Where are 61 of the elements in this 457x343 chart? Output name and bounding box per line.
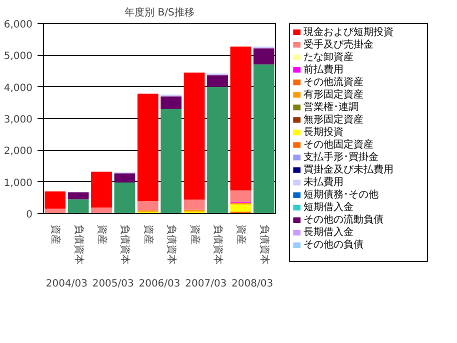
bar bbox=[114, 173, 136, 182]
y-tick-label: 4,000 bbox=[4, 82, 33, 94]
bar bbox=[160, 96, 182, 109]
legend-label: 買掛金及び未払費用 bbox=[303, 164, 394, 176]
x-tick-label: 負債資本 bbox=[212, 224, 224, 264]
y-tick-label: 5,000 bbox=[4, 51, 33, 62]
legend-label: 営業権･連調 bbox=[303, 100, 358, 113]
text: 2006/03 bbox=[138, 278, 180, 290]
x-tick-label: 資産 bbox=[50, 224, 62, 244]
x-tick-label: 負債資本 bbox=[72, 224, 85, 264]
legend-label: 無形固定資産 bbox=[303, 113, 364, 126]
x-tick-label: 資産 bbox=[188, 224, 201, 244]
legend-label: 現金および短期投資 bbox=[303, 26, 394, 38]
bar bbox=[68, 192, 89, 200]
x-tick-label: 負債資本 bbox=[119, 224, 132, 264]
legend-label: その他の流動負債 bbox=[303, 214, 384, 226]
bar bbox=[91, 207, 112, 214]
text: 2004/03 bbox=[46, 278, 88, 290]
legend-label: たな卸資産 bbox=[303, 50, 354, 63]
bar bbox=[207, 86, 228, 214]
bar bbox=[230, 46, 252, 190]
legend-label: 有形固定資産 bbox=[303, 88, 364, 100]
bar bbox=[114, 182, 136, 214]
bar bbox=[91, 172, 112, 208]
legend-label: 未払費用 bbox=[303, 176, 344, 188]
bar bbox=[160, 109, 182, 214]
legend-label: 短期債務･その他 bbox=[303, 188, 378, 201]
bar bbox=[184, 200, 205, 210]
x-tick-label: 資産 bbox=[235, 224, 248, 244]
bar bbox=[253, 64, 274, 214]
legend-label: その他の負債 bbox=[303, 238, 364, 251]
legend-label: 長期投資 bbox=[303, 126, 344, 138]
y-tick-label: 2,000 bbox=[4, 146, 33, 158]
text: 2007/03 bbox=[185, 278, 227, 290]
text: 2005/03 bbox=[92, 278, 134, 290]
bar bbox=[230, 190, 252, 202]
legend-label: 前払費用 bbox=[303, 63, 344, 76]
legend-label: 長期借入金 bbox=[303, 226, 354, 238]
bar bbox=[137, 201, 158, 210]
y-tick-label: 0 bbox=[26, 210, 33, 220]
x-tick-label: 負債資本 bbox=[258, 224, 270, 264]
bar bbox=[253, 48, 274, 64]
bar bbox=[230, 204, 252, 212]
x-tick-label: 資産 bbox=[96, 224, 108, 244]
legend-label: 支払手形･買掛金 bbox=[303, 151, 378, 164]
bar bbox=[68, 199, 89, 214]
bar bbox=[184, 72, 205, 200]
x-tick-label: 負債資本 bbox=[166, 224, 178, 264]
bar bbox=[207, 75, 228, 87]
bar bbox=[44, 191, 66, 209]
y-tick-label: 6,000 bbox=[4, 20, 33, 30]
legend-label: 受手及び売掛金 bbox=[303, 38, 374, 50]
legend-label: その他固定資産 bbox=[303, 138, 374, 151]
legend-label: その他流資産 bbox=[303, 76, 364, 88]
legend-label: 短期借入金 bbox=[303, 201, 354, 214]
y-tick-label: 1,000 bbox=[4, 178, 33, 189]
bar bbox=[137, 94, 158, 202]
y-tick-label: 3,000 bbox=[4, 114, 33, 126]
text: 2008/03 bbox=[232, 278, 274, 290]
x-tick-label: 資産 bbox=[142, 224, 154, 244]
chart-title: 年度別 B/S推移 bbox=[124, 6, 194, 18]
